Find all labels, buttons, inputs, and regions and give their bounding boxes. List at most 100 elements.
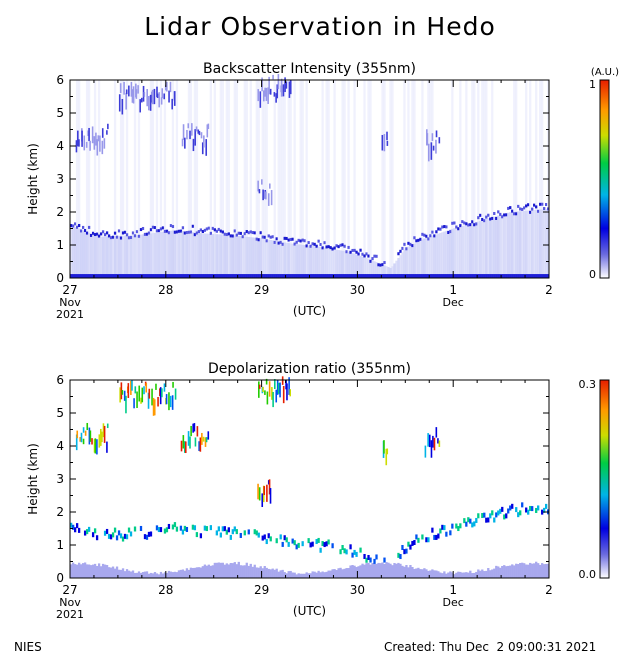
depol-lower-band bbox=[509, 565, 512, 578]
surface-band bbox=[365, 274, 368, 278]
mid-cloud-mark bbox=[121, 390, 124, 395]
cloud-top bbox=[529, 210, 532, 214]
aerosol-layer bbox=[435, 234, 438, 275]
aerosol-layer bbox=[87, 232, 91, 275]
background-streak bbox=[325, 80, 328, 248]
surface-band bbox=[319, 274, 322, 278]
mid-cloud-mark bbox=[286, 383, 288, 401]
cloud-top bbox=[147, 231, 151, 235]
aerosol-layer bbox=[127, 235, 131, 275]
surface-band bbox=[133, 274, 137, 278]
aerosol-layer bbox=[181, 230, 185, 275]
cloud-top bbox=[421, 232, 424, 236]
cloud-top bbox=[409, 242, 412, 246]
aerosol-layer bbox=[411, 244, 414, 275]
depol-lower-band bbox=[527, 564, 530, 578]
depol-cloud-top bbox=[297, 542, 300, 548]
x-tick-label: 29 bbox=[254, 583, 269, 597]
aerosol-layer bbox=[213, 234, 216, 275]
depol-cloud-top bbox=[375, 554, 378, 560]
surface-band bbox=[399, 274, 402, 278]
cloud-top bbox=[107, 234, 111, 238]
depol-cloud-top bbox=[91, 532, 95, 538]
surface-band bbox=[301, 274, 304, 278]
depol-lower-band bbox=[291, 572, 294, 578]
aerosol-layer bbox=[81, 230, 85, 275]
cloud-top bbox=[241, 235, 244, 239]
aerosol-layer bbox=[211, 233, 214, 275]
cloud-top bbox=[75, 225, 79, 229]
cloud-top bbox=[403, 242, 406, 246]
mid-cloud-mark bbox=[258, 381, 260, 398]
mid-cloud-mark bbox=[272, 74, 274, 80]
depol-cloud-top bbox=[517, 512, 520, 518]
cloud-top bbox=[247, 231, 250, 235]
depol-lower-band bbox=[353, 565, 356, 578]
aerosol-layer bbox=[449, 229, 452, 275]
depol-lower-band bbox=[311, 571, 314, 578]
mid-cloud-mark bbox=[171, 395, 174, 410]
mid-cloud-mark bbox=[383, 134, 386, 152]
surface-band bbox=[525, 274, 528, 278]
aerosol-layer bbox=[323, 247, 326, 275]
mid-cloud-mark bbox=[133, 398, 135, 409]
depol-lower-band bbox=[225, 563, 228, 578]
cloud-top bbox=[287, 238, 290, 242]
depol-cloud-top bbox=[247, 529, 250, 535]
background-streak bbox=[429, 80, 432, 237]
depol-lower-band bbox=[349, 565, 352, 578]
surface-band bbox=[313, 274, 316, 278]
cloud-top bbox=[415, 239, 418, 243]
cloud-top bbox=[489, 217, 492, 221]
depol-cloud-top bbox=[229, 534, 232, 540]
surface-band bbox=[105, 274, 109, 278]
mid-cloud-mark bbox=[94, 438, 97, 454]
depol-lower-band bbox=[465, 572, 468, 578]
cloud-top bbox=[531, 207, 534, 211]
depol-lower-band bbox=[467, 572, 470, 578]
depol-lower-band bbox=[483, 571, 486, 578]
surface-band bbox=[207, 274, 211, 278]
surface-band bbox=[411, 274, 414, 278]
mid-cloud-mark bbox=[85, 141, 88, 148]
cloud-top bbox=[331, 247, 334, 251]
depol-lower-band bbox=[205, 565, 209, 578]
depol-lower-band bbox=[459, 571, 462, 578]
background-streak bbox=[363, 80, 366, 258]
cloud-top bbox=[99, 232, 103, 236]
aerosol-layer bbox=[313, 246, 316, 275]
background-streak bbox=[353, 80, 356, 254]
cloud-top bbox=[285, 236, 288, 240]
aerosol-layer bbox=[199, 233, 203, 275]
depol-lower-band bbox=[141, 572, 145, 578]
depol-cloud-top bbox=[541, 509, 544, 515]
depol-lower-band bbox=[253, 564, 256, 578]
surface-band bbox=[477, 274, 480, 278]
surface-band bbox=[199, 274, 203, 278]
depol-cloud-top bbox=[439, 528, 442, 534]
aerosol-layer bbox=[269, 239, 272, 275]
depol-lower-band bbox=[179, 569, 183, 578]
depol-cloud-top bbox=[519, 510, 522, 516]
depol-lower-band bbox=[279, 570, 282, 578]
mid-cloud-mark bbox=[383, 440, 385, 454]
surface-band bbox=[361, 274, 364, 278]
mid-cloud-mark bbox=[431, 133, 434, 141]
y-tick-label: 4 bbox=[56, 439, 64, 453]
aerosol-layer bbox=[133, 235, 137, 275]
surface-band bbox=[341, 274, 344, 278]
depol-lower-band bbox=[189, 567, 193, 578]
surface-band bbox=[259, 274, 262, 278]
cloud-top bbox=[481, 217, 484, 221]
mid-cloud-mark bbox=[427, 433, 429, 447]
mid-cloud-mark bbox=[130, 81, 133, 97]
cloud-top bbox=[467, 223, 470, 227]
depol-cloud-top bbox=[425, 537, 428, 543]
cloud-top bbox=[209, 231, 213, 235]
aerosol-layer bbox=[317, 246, 320, 275]
depol-cloud-top bbox=[501, 506, 504, 512]
depol-cloud-top bbox=[257, 532, 260, 538]
mid-cloud-mark bbox=[106, 423, 109, 429]
depol-cloud-top bbox=[263, 534, 266, 540]
depol-lower-band bbox=[173, 571, 177, 578]
